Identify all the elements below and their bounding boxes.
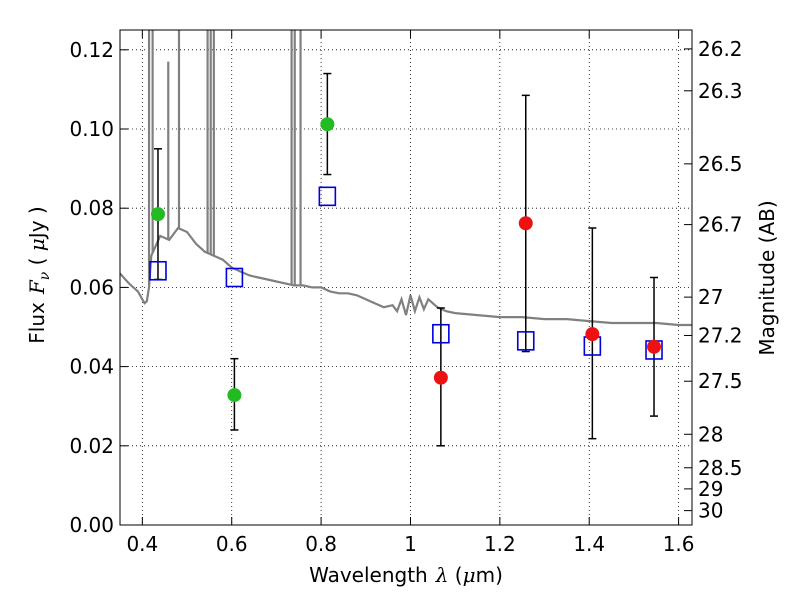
model-photometry-box <box>149 260 167 281</box>
magnitude-tick-label: 28 <box>698 422 723 446</box>
magnitude-tick-label: 26.2 <box>698 37 743 61</box>
plot-frame <box>119 29 693 526</box>
y-tick-label: 0.12 <box>69 38 114 62</box>
model-photometry-box <box>516 331 535 351</box>
magnitude-tick-label: 27.2 <box>698 323 743 347</box>
y-tick-label: 0.02 <box>69 434 114 458</box>
model-photometry-markers <box>149 186 663 360</box>
observed-point <box>518 216 533 231</box>
y-tick-label: 0.04 <box>69 355 114 379</box>
x-tick-label: 1.2 <box>484 532 516 556</box>
observed-point <box>227 388 242 403</box>
y-tick-label: 0.00 <box>69 513 114 537</box>
model-photometry-box <box>318 186 337 207</box>
grid-lines <box>120 30 692 525</box>
y-tick-label: 0.06 <box>69 275 114 299</box>
observed-point <box>433 370 448 385</box>
x-axis-title: Wavelength λ (μm) <box>309 563 503 587</box>
model-spectrum <box>119 30 692 327</box>
observed-point <box>585 327 600 342</box>
observed-point <box>320 117 335 132</box>
magnitude-tick-label: 26.3 <box>698 79 743 103</box>
magnitude-tick-label: 30 <box>698 499 723 523</box>
magnitude-tick-label: 27 <box>698 285 723 309</box>
y-axis-title: FluxFν ( μJy ) <box>25 206 53 343</box>
model-photometry-box <box>432 323 450 344</box>
observed-photometry-markers <box>150 117 662 403</box>
y-tick-label: 0.08 <box>69 196 114 220</box>
x-tick-label: 0.8 <box>305 532 337 556</box>
magnitude-tick-label: 29 <box>698 477 723 501</box>
x-tick-label: 0.6 <box>216 532 248 556</box>
x-tick-label: 1.4 <box>573 532 605 556</box>
magnitude-tick-label: 27.5 <box>698 369 743 393</box>
y2-axis-title: Magnitude (AB) <box>755 200 779 355</box>
axis-ticks: 0.4 0.6 0.8 1 1.2 1.4 1.6 0.00 0.02 0.04 0.06 0.08 0… <box>69 30 743 556</box>
y-tick-label: 0.10 <box>69 117 114 141</box>
magnitude-tick-label: 26.7 <box>698 213 743 237</box>
magnitude-tick-label: 26.5 <box>698 152 743 176</box>
x-tick-label: 1.6 <box>663 532 695 556</box>
observed-point <box>150 207 165 222</box>
error-bars <box>153 72 659 447</box>
x-tick-label: 0.4 <box>126 532 158 556</box>
model-photometry-box <box>225 267 244 288</box>
x-tick-label: 1 <box>404 532 417 556</box>
magnitude-tick-label: 28.5 <box>698 456 743 480</box>
spectrum-curve <box>119 226 692 327</box>
observed-point <box>647 339 662 354</box>
